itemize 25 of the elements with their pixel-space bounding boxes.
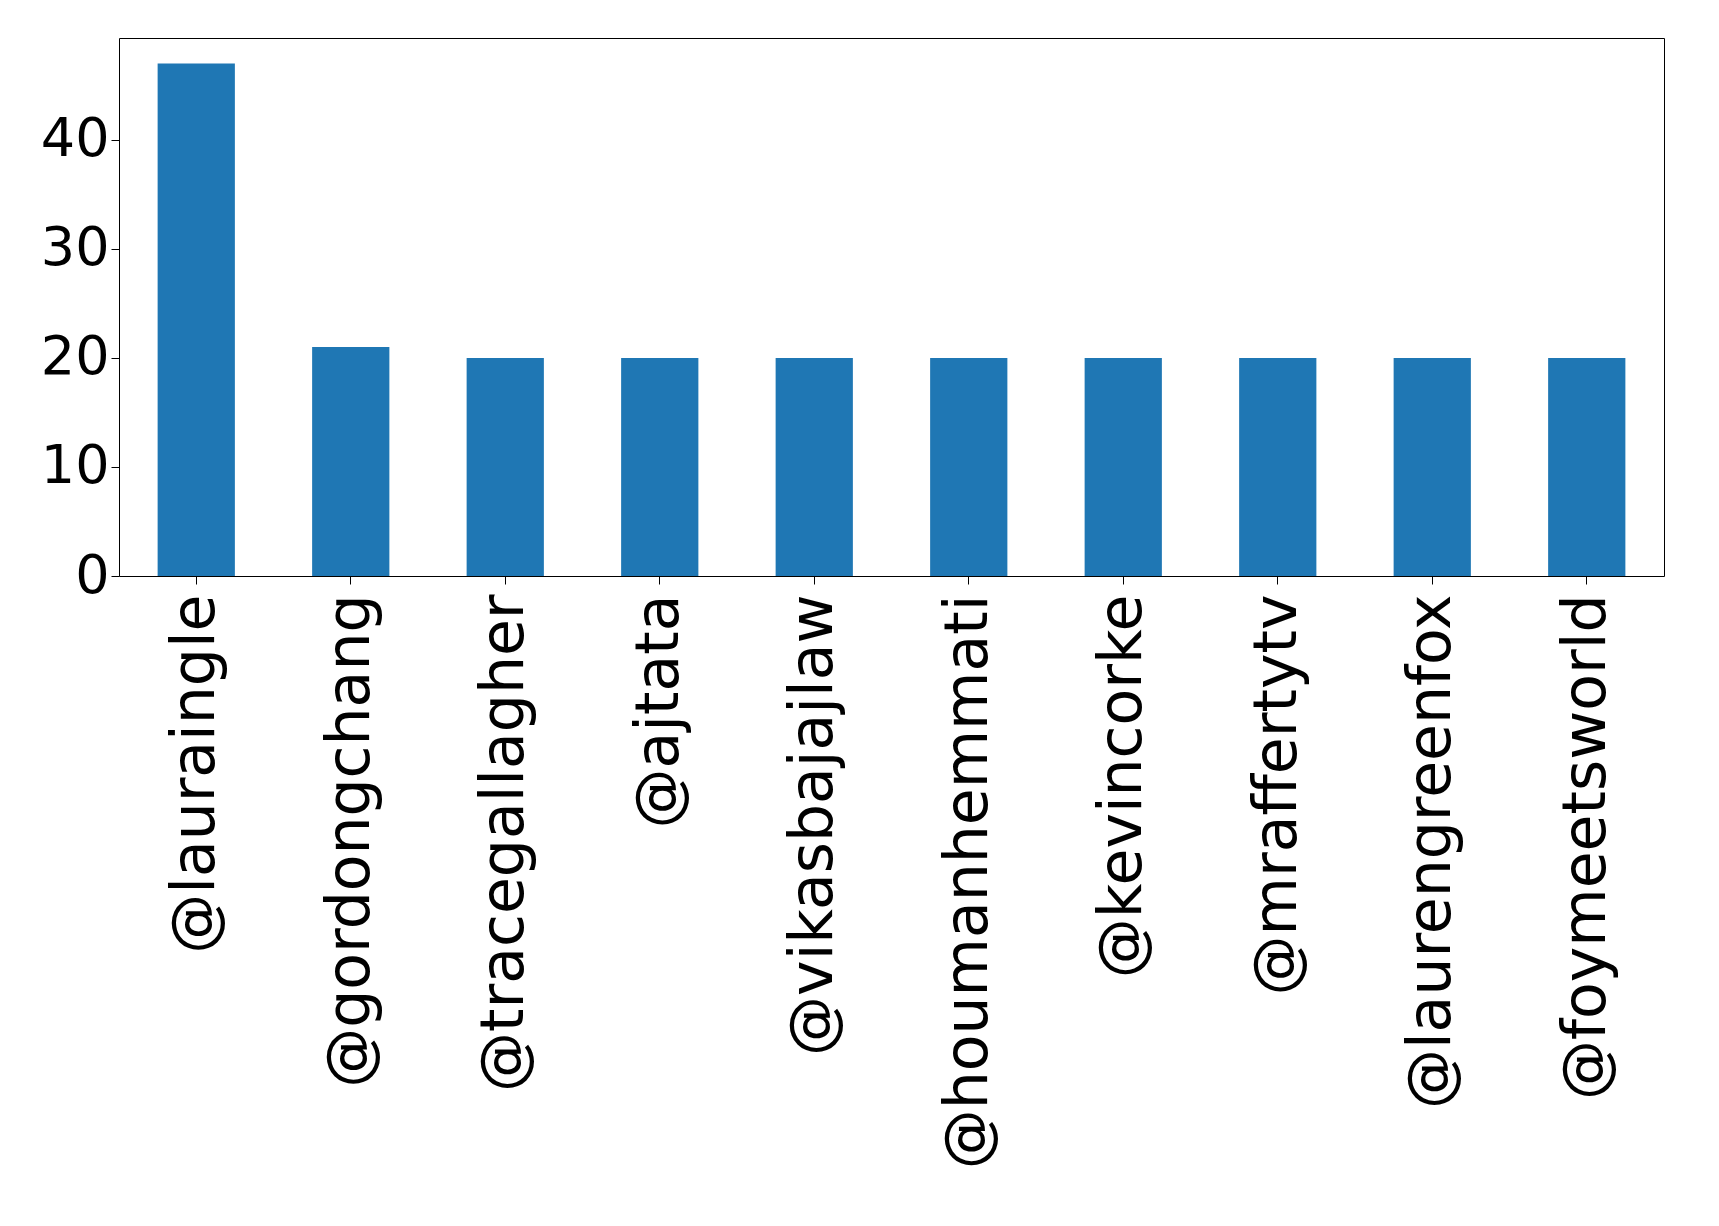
bar	[621, 357, 699, 576]
bar	[775, 357, 853, 576]
x-tick-label: @lauraingle	[158, 594, 229, 954]
bar	[312, 347, 390, 576]
bar	[1548, 357, 1626, 576]
y-tick-label: 30	[40, 215, 110, 279]
x-tick-label: @ajtata	[621, 594, 692, 829]
x-tick-label: @tracegallagher	[467, 594, 538, 1093]
y-tick-label: 10	[40, 433, 110, 497]
bar	[1393, 357, 1471, 576]
y-tick-label: 20	[40, 324, 110, 388]
x-tick-label: @laurengreenfox	[1394, 594, 1465, 1110]
x-tick-label: @kevincorke	[1085, 594, 1156, 979]
bar	[1239, 357, 1317, 576]
y-tick-label: 0	[75, 542, 110, 606]
bar	[1084, 357, 1162, 576]
bar	[930, 357, 1008, 576]
bar	[157, 63, 235, 576]
x-tick-label: @vikasbajajlaw	[776, 594, 847, 1056]
x-tick-label: @foymeetsworld	[1548, 594, 1619, 1101]
y-tick-label: 40	[40, 106, 110, 170]
x-tick-label: @houmanhemmati	[930, 594, 1001, 1170]
x-tick-label: @mraffertytv	[1239, 594, 1310, 996]
bar	[466, 357, 544, 576]
x-tick-label: @gordongchang	[312, 594, 383, 1088]
